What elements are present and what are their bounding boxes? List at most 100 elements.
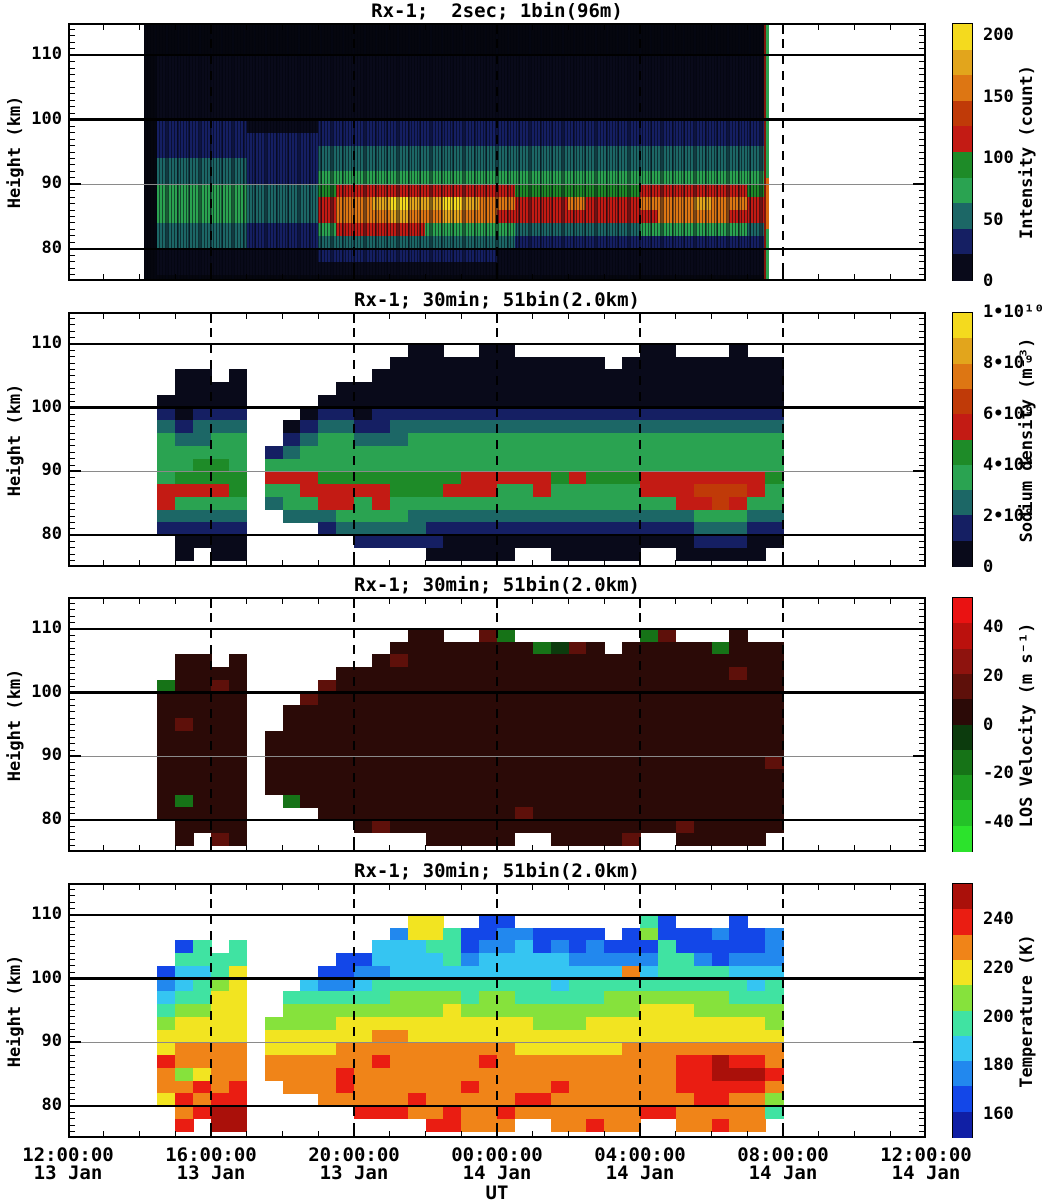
heatmap-cell xyxy=(586,1016,605,1031)
heatmap-cell xyxy=(354,1016,373,1031)
heatmap-cell xyxy=(693,535,713,549)
heatmap-cell xyxy=(318,1080,337,1094)
heatmap-cell xyxy=(318,445,337,460)
heatmap-cell xyxy=(693,1016,713,1031)
heatmap-cell xyxy=(425,445,444,460)
axis-tick xyxy=(532,25,534,30)
heatmap-cell xyxy=(479,927,498,941)
heatmap-cell xyxy=(729,794,748,808)
heatmap-cell xyxy=(693,471,713,485)
axis-tick xyxy=(70,627,81,630)
heatmap-cell xyxy=(514,940,534,954)
heatmap-cell xyxy=(729,1042,748,1056)
heatmap-cell xyxy=(675,730,695,745)
axis-tick xyxy=(70,470,81,473)
heatmap-cell xyxy=(622,679,641,694)
heatmap-cell xyxy=(550,1004,570,1018)
heatmap-cell xyxy=(443,1118,462,1133)
heatmap-cell xyxy=(747,730,766,745)
heatmap-cell xyxy=(747,654,766,668)
heatmap-cell xyxy=(550,1106,570,1120)
heatmap-cell xyxy=(193,769,212,783)
axis-tick xyxy=(711,274,712,279)
heatmap-cell xyxy=(568,820,587,834)
heatmap-cell xyxy=(514,679,534,694)
heatmap-cell xyxy=(657,965,677,980)
heatmap-cell xyxy=(371,433,391,447)
heatmap-cell xyxy=(479,705,498,719)
heatmap-cell xyxy=(282,484,301,498)
heatmap-cell xyxy=(568,730,587,745)
axis-tick xyxy=(919,965,924,967)
heatmap-cell xyxy=(532,458,552,472)
axis-tick xyxy=(496,556,498,565)
heatmap-cell xyxy=(264,458,284,472)
heatmap-cell xyxy=(747,965,766,980)
heatmap-cell xyxy=(354,965,373,980)
heatmap-cell xyxy=(443,654,462,668)
axis-tick xyxy=(353,314,355,323)
heatmap-cell xyxy=(532,769,552,783)
heatmap-cell xyxy=(157,781,176,796)
axis-tick xyxy=(70,832,75,834)
heatmap-cell xyxy=(425,832,444,847)
axis-tick xyxy=(460,25,462,30)
heatmap-cell xyxy=(228,522,248,536)
heatmap-cell xyxy=(282,730,301,745)
heatmap-cell xyxy=(657,471,677,485)
gridline-vertical-dashed xyxy=(639,597,641,852)
axis-tick xyxy=(919,87,924,88)
heatmap-cell xyxy=(228,718,248,732)
axis-tick xyxy=(70,515,75,517)
axis-tick xyxy=(70,28,75,30)
axis-tick xyxy=(782,314,784,323)
heatmap-cell xyxy=(479,1029,498,1043)
axis-tick xyxy=(675,1131,677,1136)
axis-tick xyxy=(103,1131,105,1136)
heatmap-cell xyxy=(657,1004,677,1018)
heatmap-cell xyxy=(675,667,695,681)
heatmap-cell xyxy=(407,991,427,1005)
heatmap-cell xyxy=(514,1080,534,1094)
heatmap-cell xyxy=(550,496,570,511)
heatmap-cell xyxy=(675,1067,695,1082)
axis-tick xyxy=(70,1131,75,1133)
heatmap-cell xyxy=(675,705,695,719)
heatmap-cell xyxy=(371,1055,391,1069)
heatmap-cell xyxy=(675,940,695,954)
heatmap-cell xyxy=(622,496,641,511)
heatmap-cell xyxy=(657,978,677,992)
heatmap-cell xyxy=(747,458,766,472)
heatmap-cell xyxy=(729,953,748,967)
heatmap-cell xyxy=(318,807,337,821)
heatmap-cell xyxy=(318,692,337,706)
heatmap-cell xyxy=(282,1016,301,1031)
heatmap-cell xyxy=(336,991,355,1005)
heatmap-cell xyxy=(157,1067,176,1082)
heatmap-cell xyxy=(407,1016,427,1031)
heatmap-cell xyxy=(282,420,301,434)
heatmap-cell xyxy=(407,1055,427,1069)
colorbar-segment xyxy=(953,152,972,179)
heatmap-cell xyxy=(765,382,784,396)
heatmap-cell xyxy=(407,641,427,655)
heatmap-cell xyxy=(693,654,713,668)
heatmap-cell xyxy=(389,718,409,732)
axis-tick xyxy=(919,717,924,719)
axis-tick xyxy=(889,885,891,890)
heatmap-cell xyxy=(693,1093,713,1107)
heatmap-cell xyxy=(228,692,248,706)
heatmap-cell xyxy=(693,705,713,719)
axis-tick xyxy=(919,673,924,674)
heatmap-cell xyxy=(354,756,373,770)
heatmap-cell xyxy=(568,458,587,472)
heatmap-cell xyxy=(264,471,284,485)
axis-tick xyxy=(70,920,75,922)
heatmap-cell xyxy=(300,1067,319,1082)
heatmap-cell xyxy=(693,445,713,460)
heatmap-cell xyxy=(371,509,391,523)
heatmap-cell xyxy=(729,509,748,523)
y-tick-label: 90 xyxy=(41,173,62,194)
heatmap-cell xyxy=(550,927,570,941)
axis-tick xyxy=(919,1010,924,1011)
